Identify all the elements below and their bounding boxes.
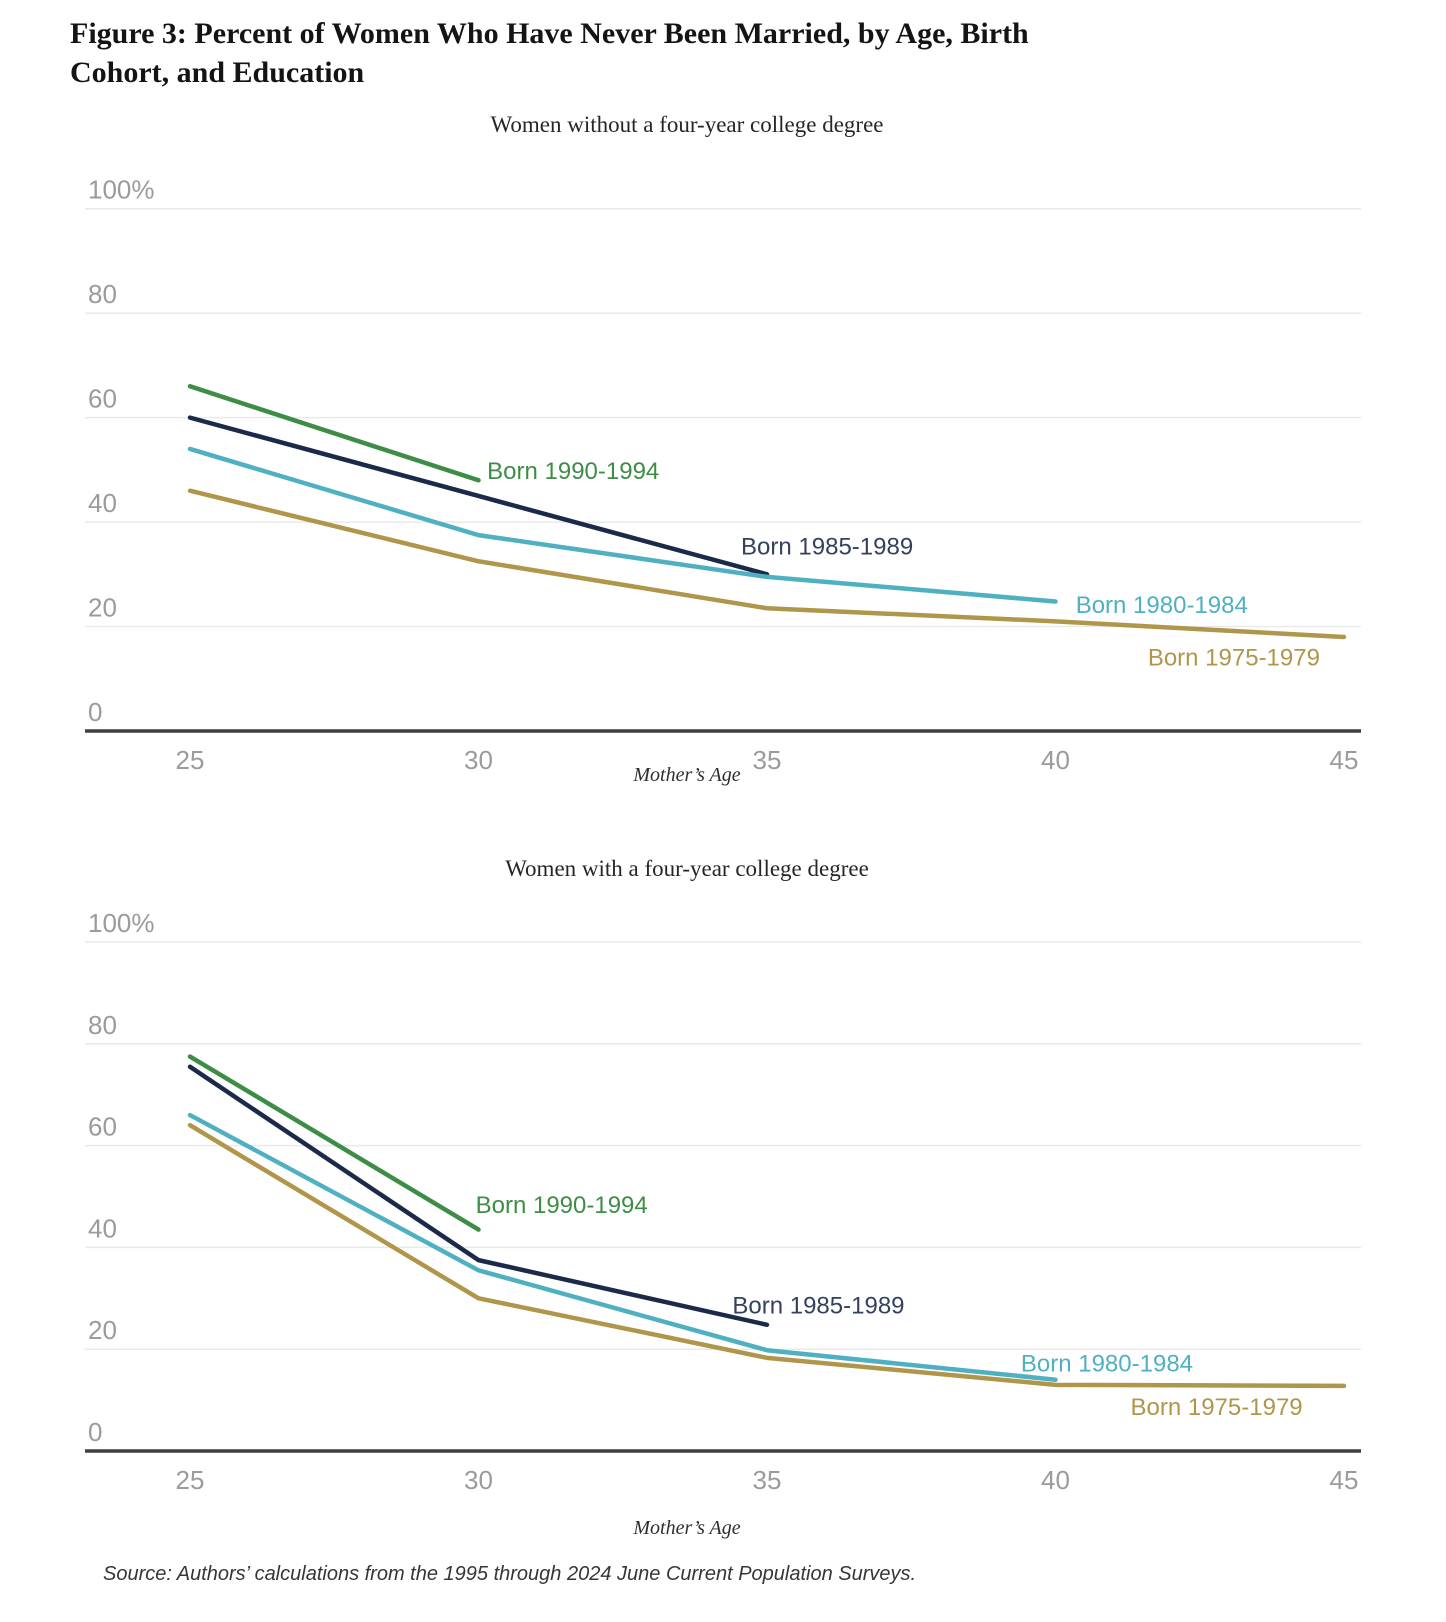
series-line-born-1980-1984 [187, 1112, 1058, 1382]
figure-title-line-2: Cohort, and Education [70, 56, 365, 89]
series-label-born-1990-1994: Born 1990-1994 [487, 458, 659, 485]
source-note: Source: Authors’ calculations from the 1… [103, 1563, 917, 1585]
series-label-born-1985-1989: Born 1985-1989 [741, 534, 913, 561]
x-tick-label: 35 [753, 745, 782, 775]
series-line-born-1990-1994 [187, 1054, 481, 1232]
y-tick-label: 100% [88, 175, 155, 205]
y-tick-label: 80 [88, 279, 117, 309]
series-label-born-1975-1979: Born 1975-1979 [1148, 644, 1320, 671]
series-line-born-1975-1979 [187, 488, 1347, 640]
series-label-born-1980-1984: Born 1980-1984 [1076, 592, 1248, 619]
series-label-born-1975-1979: Born 1975-1979 [1131, 1394, 1303, 1421]
y-tick-label: 20 [88, 1315, 117, 1345]
series-line-born-1975-1979 [187, 1122, 1347, 1389]
x-axis-label-bottom: Mother’s Age [633, 1517, 741, 1539]
series-label-born-1990-1994: Born 1990-1994 [476, 1192, 648, 1219]
y-tick-label: 0 [88, 1417, 102, 1447]
series-line-born-1985-1989 [187, 1064, 770, 1328]
y-tick-label: 40 [88, 488, 117, 518]
x-tick-label: 30 [464, 745, 493, 775]
chart-subtitle-no-degree: Women without a four-year college degree [490, 112, 884, 137]
series-line-born-1985-1989 [187, 415, 770, 577]
y-tick-label: 0 [88, 697, 102, 727]
y-tick-label: 60 [88, 1112, 117, 1142]
series-line-born-1980-1984 [187, 446, 1058, 604]
y-tick-label: 80 [88, 1010, 117, 1040]
x-tick-label: 40 [1041, 745, 1070, 775]
figure-title: Figure 3: Percent of Women Who Have Neve… [70, 14, 1350, 92]
x-axis-label-top: Mother’s Age [633, 764, 741, 786]
y-tick-label: 20 [88, 593, 117, 623]
x-tick-label: 35 [753, 1465, 782, 1495]
x-tick-label: 45 [1330, 745, 1359, 775]
x-tick-label: 30 [464, 1465, 493, 1495]
figure-title-line-1: Figure 3: Percent of Women Who Have Neve… [70, 17, 1029, 50]
x-tick-label: 25 [176, 745, 205, 775]
y-tick-label: 100% [88, 908, 155, 938]
x-tick-label: 25 [176, 1465, 205, 1495]
y-tick-label: 40 [88, 1213, 117, 1243]
x-tick-label: 40 [1041, 1465, 1070, 1495]
x-tick-label: 45 [1330, 1465, 1359, 1495]
series-label-born-1985-1989: Born 1985-1989 [732, 1292, 904, 1319]
series-line-born-1990-1994 [187, 384, 481, 483]
series-label-born-1980-1984: Born 1980-1984 [1021, 1350, 1193, 1377]
y-tick-label: 60 [88, 384, 117, 414]
chart-subtitle-degree: Women with a four-year college degree [505, 856, 869, 881]
